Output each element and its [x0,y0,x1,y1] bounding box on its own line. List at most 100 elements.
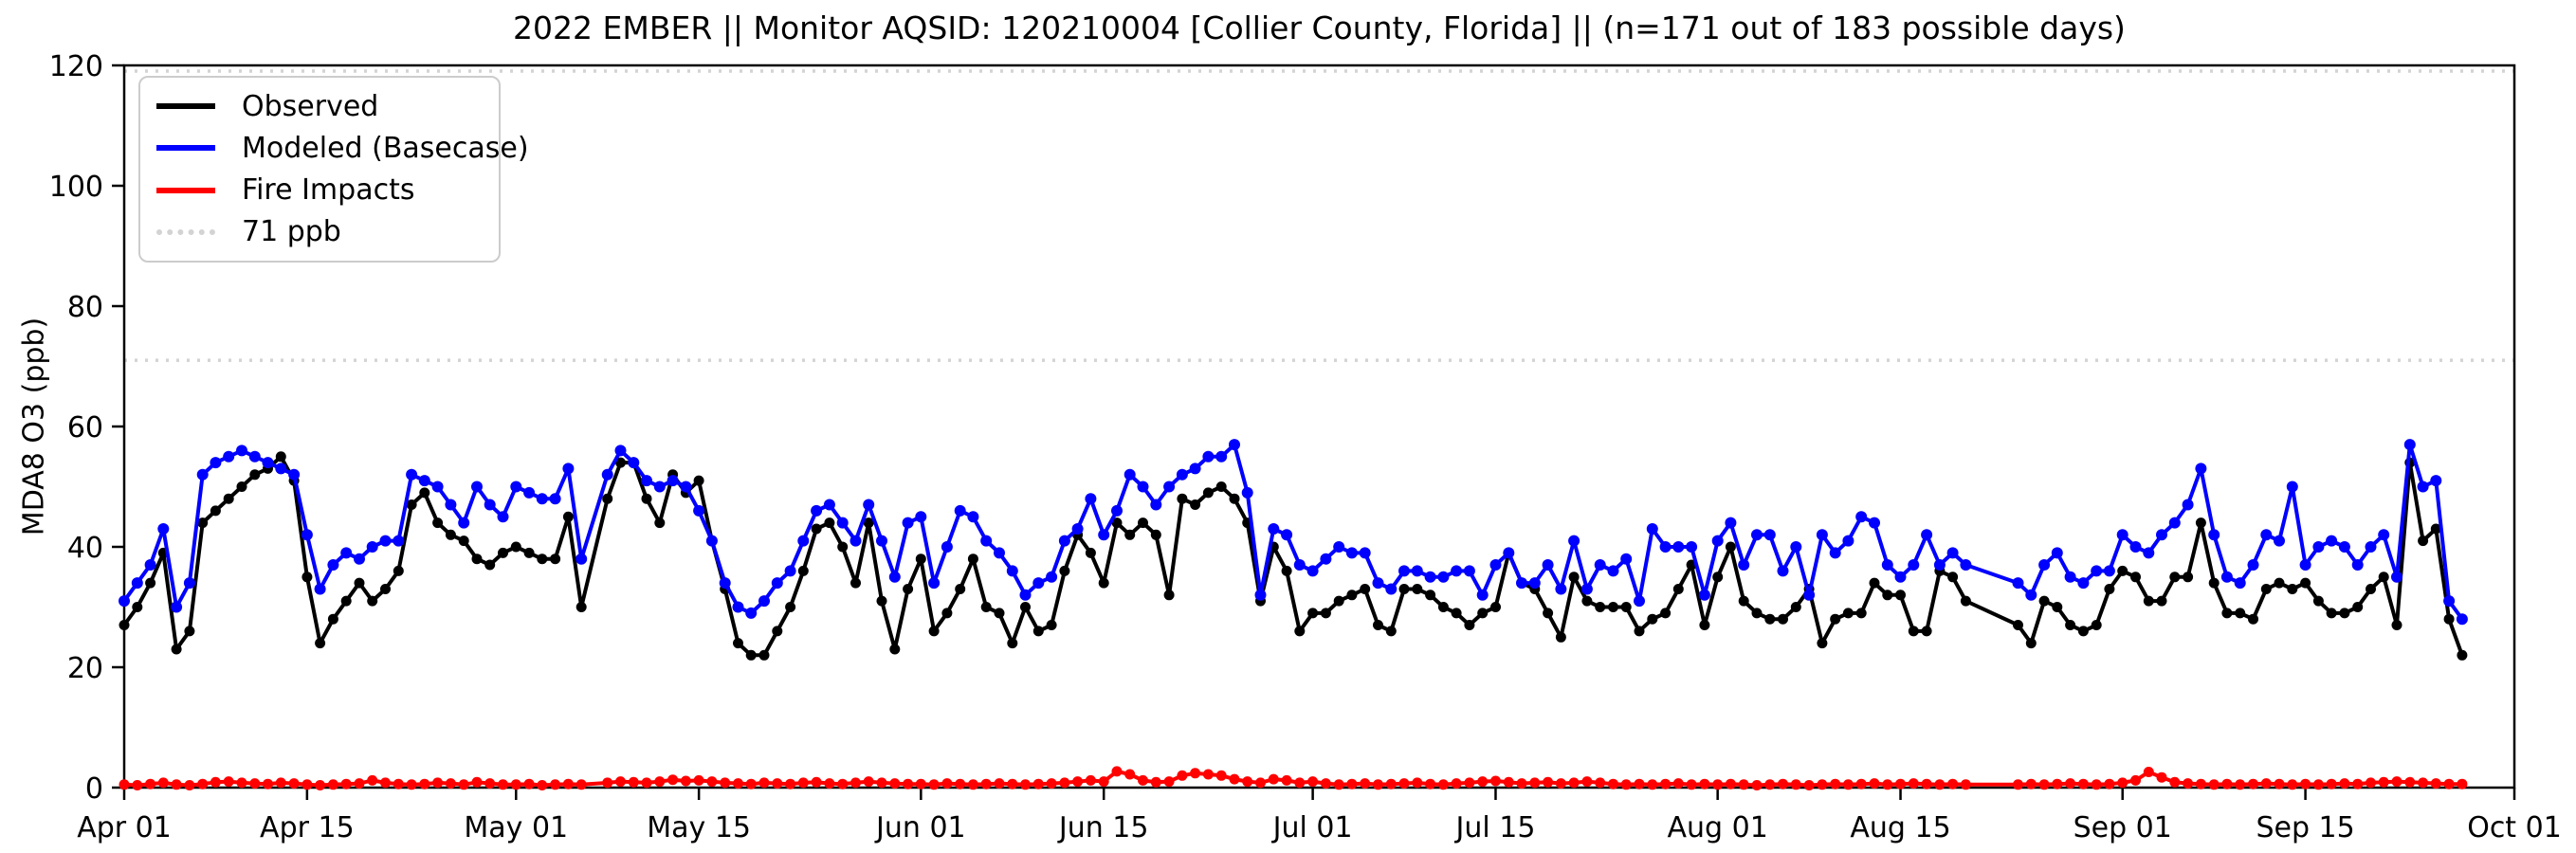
modeled-basecase-marker [418,475,430,487]
modeled-basecase-marker [1163,481,1176,493]
observed-marker [1817,638,1828,649]
observed-marker [1568,572,1580,583]
modeled-basecase-marker [1542,559,1554,571]
modeled-basecase-marker [196,468,209,481]
modeled-basecase-marker [1372,577,1384,590]
modeled-basecase-marker [1842,535,1854,547]
fire-impacts-marker [667,774,679,786]
fire-impacts-marker [1320,778,1331,789]
observed-marker [1281,565,1292,576]
observed-marker [2260,584,2272,594]
fire-impacts-marker [1921,778,1932,789]
modeled-basecase-marker [2208,529,2220,541]
modeled-basecase-marker [2391,571,2402,583]
modeled-basecase-marker [928,577,941,590]
observed-marker [340,595,352,607]
fire-impacts-marker [2130,774,2141,786]
modeled-basecase-marker [536,493,548,505]
modeled-basecase-marker [1528,577,1541,590]
modeled-basecase-marker [562,463,575,475]
fire-impacts-marker [354,778,365,789]
modeled-basecase-marker [288,468,301,481]
modeled-basecase-marker [144,559,156,571]
fire-impacts-marker [1072,776,1084,788]
observed-marker [2287,584,2298,594]
observed-marker [2143,595,2154,607]
observed-marker [2038,595,2050,607]
y-tick-label: 20 [67,652,103,685]
fire-impacts-marker [2065,778,2076,789]
fire-impacts-marker [458,779,469,790]
fire-impacts-marker [2117,777,2128,789]
fire-impacts-marker [550,779,561,790]
modeled-basecase-marker [1711,535,1724,547]
modeled-basecase-marker [1568,535,1580,547]
observed-marker [184,626,195,637]
fire-impacts-marker [393,778,404,789]
modeled-basecase-marker [941,541,953,553]
observed-marker [145,577,156,589]
modeled-basecase-marker [1672,541,1685,553]
fire-impacts-marker [1817,779,1828,790]
observed-marker [1150,529,1161,540]
observed-marker [1320,608,1331,619]
fire-impacts-marker [1425,778,1436,789]
fire-impacts-marker [562,778,574,789]
modeled-basecase-marker [157,523,170,535]
fire-impacts-marker [1020,779,1031,790]
fire-impacts-marker [1672,778,1684,789]
observed-marker [575,602,587,612]
observed-marker [2117,565,2128,576]
modeled-basecase-marker [431,481,444,493]
modeled-basecase-marker [1763,529,1776,541]
modeled-basecase-marker [1451,565,1463,577]
fire-impacts-marker [2418,777,2429,789]
observed-marker [458,535,469,547]
modeled-basecase-marker [902,517,914,529]
fire-impacts-marker [119,779,130,790]
fire-impacts-marker [641,777,652,789]
fire-impacts-marker [1960,779,1971,790]
fire-impacts-marker [1059,777,1070,789]
modeled-basecase-marker [994,547,1005,559]
modeled-basecase-marker [2274,535,2285,547]
modeled-basecase-marker [2286,481,2298,493]
legend-item-observed: Observed [140,87,499,125]
fire-impacts-marker [903,778,914,789]
x-tick-label: May 01 [464,811,568,844]
fire-impacts-marker [797,777,809,789]
x-tick-label: Jun 01 [874,811,966,844]
fire-impacts-marker [1751,780,1763,790]
fire-impacts-marker [1725,778,1736,789]
observed-marker [1608,602,1618,612]
modeled-basecase-marker [2064,571,2076,583]
fire-impacts-marker [523,778,535,789]
modeled-basecase-marker [1725,517,1737,529]
chart-title: 2022 EMBER || Monitor AQSID: 120210004 [… [513,9,2126,46]
observed-marker [1778,613,1788,625]
modeled-basecase-marker [1620,553,1633,565]
observed-marker [1215,481,1227,492]
fire-impacts-marker [955,778,966,789]
modeled-basecase-marker [510,481,522,493]
modeled-basecase-marker [223,450,235,463]
observed-marker [2104,584,2115,594]
observed-marker [2339,608,2350,619]
observed-marker [1751,608,1763,619]
fire-impacts-marker [1634,778,1645,789]
observed-marker [2025,638,2037,649]
fire-impacts-marker [1046,778,1057,789]
fire-impacts-marker [537,780,548,790]
fire-impacts-marker [380,777,391,789]
fire-impacts-marker [628,776,639,788]
observed-marker [850,577,861,589]
fire-impacts-marker [1360,778,1371,789]
fire-impacts-marker [680,775,691,787]
fire-impacts-marker [471,776,483,788]
fire-impacts-marker [706,776,718,788]
observed-marker [249,469,261,481]
threshold-line-swatch [156,228,215,235]
modeled-basecase-marker [954,504,966,517]
fire-impacts-marker [850,777,861,789]
observed-marker [1869,577,1880,589]
